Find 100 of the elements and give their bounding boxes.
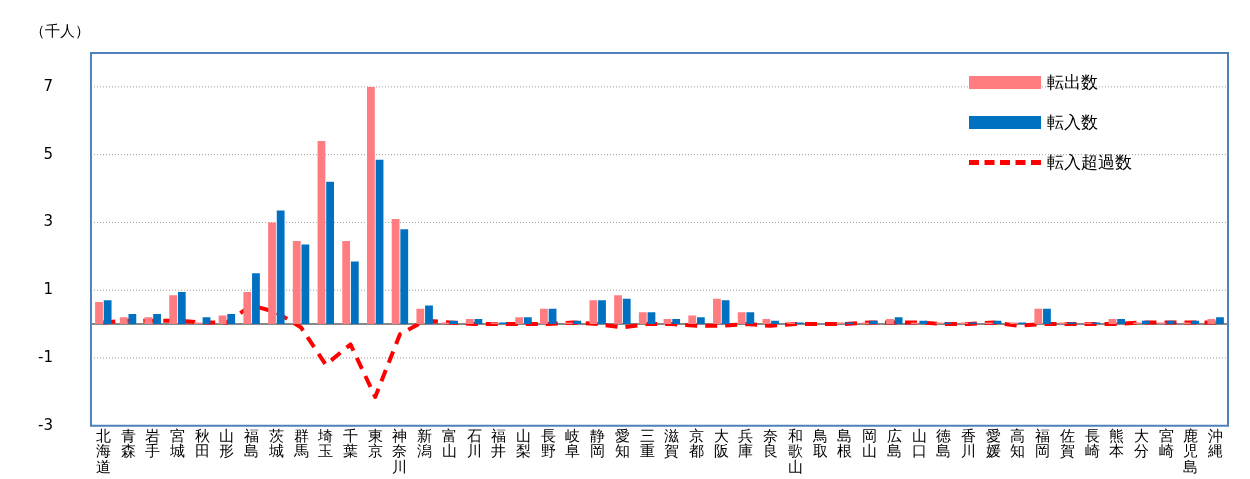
bar	[622, 298, 631, 325]
bar	[103, 300, 112, 325]
x-tick-label: 青森	[120, 426, 136, 461]
x-tick-label: 千葉	[343, 426, 358, 461]
x-tick-label: 岡山	[862, 426, 878, 461]
x-tick-label: 大分	[1133, 426, 1149, 461]
bar	[375, 159, 384, 325]
bar	[1043, 308, 1051, 325]
x-tick-label: 兵庫	[738, 426, 754, 461]
bar	[540, 308, 548, 325]
bar	[919, 320, 928, 325]
x-tick-label: 広島	[886, 426, 902, 461]
x-tick-label: 静岡	[590, 426, 606, 461]
bar	[465, 319, 474, 325]
bar	[1141, 320, 1150, 325]
x-tick-label: 滋賀	[664, 426, 680, 461]
bar	[425, 305, 433, 325]
bar	[638, 312, 647, 325]
x-tick-label: 岩手	[145, 426, 161, 461]
bar	[598, 300, 606, 325]
x-tick-label: 山口	[911, 426, 927, 461]
line-series	[101, 303, 1218, 399]
x-tick-label: 愛媛	[985, 426, 1001, 461]
x-tick-label: 奈良	[763, 426, 779, 461]
bar	[144, 317, 153, 325]
bar	[1117, 319, 1125, 325]
bar	[391, 219, 400, 325]
bar	[713, 298, 721, 325]
bar	[696, 317, 705, 325]
x-tick-label: 長崎	[1084, 426, 1100, 461]
x-tick-label: 鹿児島	[1183, 426, 1199, 477]
bar	[1207, 319, 1216, 325]
x-tick-label: 高知	[1010, 426, 1026, 461]
x-tick-label: 島根	[837, 426, 853, 461]
bar	[515, 317, 524, 325]
bar	[894, 317, 903, 325]
x-tick-label: 京都	[689, 426, 705, 461]
bar	[169, 295, 178, 325]
x-tick-label: 宮崎	[1158, 426, 1174, 461]
x-tick-label: 山形	[219, 426, 235, 461]
x-tick-label: 福島	[244, 426, 260, 461]
x-tick-label: 長野	[540, 426, 556, 461]
bar	[1216, 317, 1224, 325]
x-tick-label: 東京	[367, 426, 383, 461]
bar	[243, 291, 252, 325]
legend-label: 転入数	[1047, 110, 1098, 134]
x-tick-label: 富山	[441, 426, 457, 461]
bar	[886, 319, 894, 325]
bar	[252, 273, 260, 325]
bar	[688, 315, 697, 325]
bar	[128, 313, 137, 325]
bar	[672, 319, 681, 325]
bar	[268, 222, 276, 325]
x-tick-label: 沖縄	[1207, 426, 1224, 461]
bar	[523, 317, 532, 325]
x-tick-label: 北海道	[95, 426, 111, 477]
x-tick-label: 三重	[639, 426, 655, 461]
y-tick-label: -3	[37, 415, 53, 434]
bar	[1191, 320, 1200, 325]
bar	[227, 313, 236, 325]
bar	[746, 312, 755, 325]
bar	[573, 320, 582, 325]
bar	[614, 295, 622, 325]
bar	[153, 313, 161, 325]
x-tick-label: 石川	[466, 426, 482, 461]
y-tick-label: 1	[43, 280, 53, 299]
bar	[737, 312, 746, 325]
bar	[400, 229, 409, 325]
y-axis-title: （千人）	[30, 22, 90, 41]
bar	[276, 210, 285, 325]
x-tick-label: 愛知	[614, 426, 630, 461]
bar	[202, 317, 211, 325]
x-tick-label: 山梨	[516, 426, 532, 461]
x-tick-label: 鳥取	[811, 426, 828, 461]
legend-label: 転入超過数	[1047, 150, 1132, 174]
x-tick-label: 福岡	[1035, 426, 1051, 461]
x-tick-label: 新潟	[417, 426, 433, 461]
bar	[119, 317, 128, 325]
bar	[721, 300, 730, 325]
bar	[449, 320, 458, 325]
x-tick-label: 岐阜	[565, 426, 581, 461]
x-tick-label: 和歌山	[787, 426, 803, 477]
bar	[647, 312, 656, 325]
x-tick-label: 神奈川	[392, 426, 408, 477]
bar	[771, 320, 779, 325]
x-tick-label: 熊本	[1109, 426, 1125, 461]
bar	[350, 261, 359, 325]
x-tick-label: 香川	[960, 426, 976, 461]
x-tick-label: 秋田	[194, 426, 210, 461]
x-tick-label: 埼玉	[317, 426, 334, 461]
legend-label: 転出数	[1047, 70, 1098, 94]
y-tick-label: -1	[37, 347, 53, 366]
x-tick-label: 茨城	[267, 426, 284, 461]
bar	[95, 302, 103, 325]
y-tick-label: 7	[43, 76, 53, 95]
bar	[416, 308, 425, 325]
bar	[762, 319, 771, 325]
y-tick-label: 3	[43, 212, 53, 231]
bar	[342, 241, 351, 325]
x-tick-label: 徳島	[936, 426, 952, 461]
